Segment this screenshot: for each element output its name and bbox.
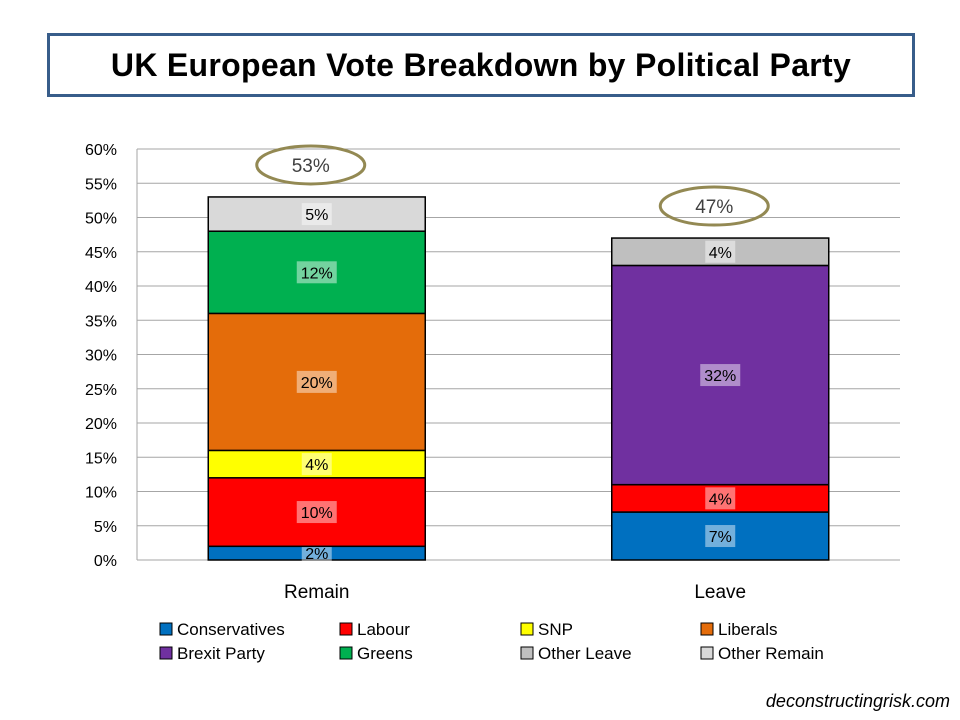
y-tick-label: 25% bbox=[85, 382, 117, 399]
legend-swatch bbox=[159, 646, 173, 660]
legend-label: Labour bbox=[357, 620, 410, 639]
legend-label: Other Leave bbox=[538, 644, 632, 663]
bar-segment-brexit-party bbox=[611, 264, 830, 486]
chart-title: UK European Vote Breakdown by Political … bbox=[110, 46, 852, 83]
x-tick-label: Leave bbox=[694, 582, 746, 603]
data-label-background bbox=[296, 370, 337, 393]
total-ring bbox=[658, 185, 770, 227]
data-label-background bbox=[301, 203, 332, 226]
data-label-background bbox=[296, 501, 337, 524]
data-label: 4% bbox=[305, 457, 328, 474]
bars: 2% 10% 4% 20% 12% 5% 7% 4% 32% 4% bbox=[207, 196, 830, 565]
bar-segment-labour bbox=[207, 477, 426, 548]
total-ring bbox=[255, 144, 367, 186]
bar-segment-conservatives bbox=[611, 511, 830, 561]
y-tick-label: 15% bbox=[85, 450, 117, 467]
data-label-background bbox=[705, 240, 736, 263]
data-label-background bbox=[301, 542, 332, 565]
y-tick-label: 30% bbox=[85, 348, 117, 365]
data-label: 5% bbox=[305, 207, 328, 224]
total-annotations: 53% 47% bbox=[255, 144, 770, 227]
data-label-background bbox=[705, 487, 736, 510]
x-tick-label: Remain bbox=[284, 582, 349, 603]
data-label: 4% bbox=[709, 491, 732, 508]
watermark: deconstructingrisk.com bbox=[765, 691, 950, 711]
y-tick-label: 60% bbox=[85, 142, 117, 159]
legend-label: Brexit Party bbox=[177, 644, 265, 663]
total-label: 53% bbox=[292, 156, 330, 177]
total-label: 47% bbox=[695, 197, 733, 218]
y-tick-label: 10% bbox=[85, 485, 117, 502]
data-label: 32% bbox=[704, 368, 736, 385]
chart-title-box: UK European Vote Breakdown by Political … bbox=[47, 33, 915, 97]
y-tick-label: 0% bbox=[94, 553, 117, 570]
bar-segment-greens bbox=[207, 230, 426, 315]
legend-swatch bbox=[700, 646, 714, 660]
legend-swatch bbox=[520, 622, 534, 636]
y-tick-label: 40% bbox=[85, 279, 117, 296]
data-label-background bbox=[301, 453, 332, 476]
data-label-background bbox=[705, 525, 736, 548]
legend-label: Liberals bbox=[718, 620, 778, 639]
data-label: 2% bbox=[305, 546, 328, 563]
y-tick-label: 45% bbox=[85, 245, 117, 262]
legend-label: Greens bbox=[357, 644, 413, 663]
y-tick-label: 20% bbox=[85, 416, 117, 433]
y-tick-label: 5% bbox=[94, 519, 117, 536]
y-axis-ticks: 0% 5% 10% 15% 20% 25% 30% 35% 40% 45% 50% 55% 60% bbox=[85, 142, 117, 570]
y-tick-label: 55% bbox=[85, 176, 117, 193]
legend-swatch bbox=[339, 622, 353, 636]
data-label: 20% bbox=[301, 375, 333, 392]
data-label: 12% bbox=[301, 265, 333, 282]
legend-swatch bbox=[339, 646, 353, 660]
bar-segment-other-remain bbox=[207, 196, 426, 232]
bar-segment-liberals bbox=[207, 312, 426, 452]
data-label: 7% bbox=[709, 529, 732, 546]
y-tick-label: 35% bbox=[85, 313, 117, 330]
x-axis-labels: Remain Leave bbox=[284, 582, 746, 603]
legend-swatch bbox=[520, 646, 534, 660]
legend-label: SNP bbox=[538, 620, 573, 639]
legend-label: Other Remain bbox=[718, 644, 824, 663]
bar-segment-snp bbox=[207, 449, 426, 479]
data-label-background bbox=[700, 364, 741, 387]
legend-swatch bbox=[700, 622, 714, 636]
legend-label: Conservatives bbox=[177, 620, 285, 639]
legend-swatch bbox=[159, 622, 173, 636]
data-label: 4% bbox=[709, 245, 732, 262]
data-label: 10% bbox=[301, 505, 333, 522]
data-label-background bbox=[296, 261, 337, 284]
y-tick-label: 50% bbox=[85, 211, 117, 228]
bar-segment-other-leave bbox=[611, 237, 830, 267]
legend: Conservatives Labour SNP Liberals Brexit Par… bbox=[159, 620, 824, 663]
